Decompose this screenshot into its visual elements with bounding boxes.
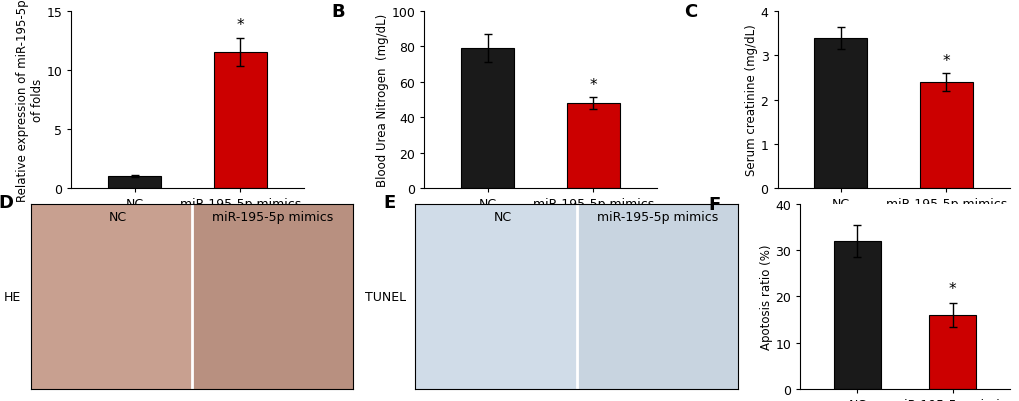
Text: C: C <box>684 3 697 21</box>
Text: NC: NC <box>108 210 126 223</box>
Bar <box>108 177 161 188</box>
Text: *: * <box>236 18 244 33</box>
Y-axis label: Serum creatinine (mg/dL): Serum creatinine (mg/dL) <box>744 24 757 176</box>
Text: F: F <box>707 195 719 213</box>
Text: *: * <box>948 282 956 297</box>
Bar <box>214 53 266 188</box>
Text: TUNEL: TUNEL <box>365 290 406 303</box>
Text: *: * <box>589 78 596 93</box>
Text: miR-195-5p mimics: miR-195-5p mimics <box>596 210 717 223</box>
Bar <box>461 49 514 188</box>
Text: *: * <box>942 53 950 69</box>
Bar <box>928 315 975 389</box>
Text: E: E <box>383 193 395 211</box>
Bar <box>814 38 866 188</box>
Text: HE: HE <box>4 290 21 303</box>
Y-axis label: Blood Urea Nitrogen  (mg/dL): Blood Urea Nitrogen (mg/dL) <box>375 14 388 186</box>
Bar <box>833 241 880 389</box>
Text: B: B <box>331 3 344 21</box>
Text: miR-195-5p mimics: miR-195-5p mimics <box>212 210 332 223</box>
Text: NC: NC <box>493 210 512 223</box>
Text: D: D <box>0 193 13 211</box>
Y-axis label: Apotosis ratio (%): Apotosis ratio (%) <box>759 244 772 349</box>
Bar <box>567 104 620 188</box>
Y-axis label: Relative expression of miR-195-5p
of folds: Relative expression of miR-195-5p of fol… <box>15 0 44 201</box>
Bar <box>919 83 972 188</box>
